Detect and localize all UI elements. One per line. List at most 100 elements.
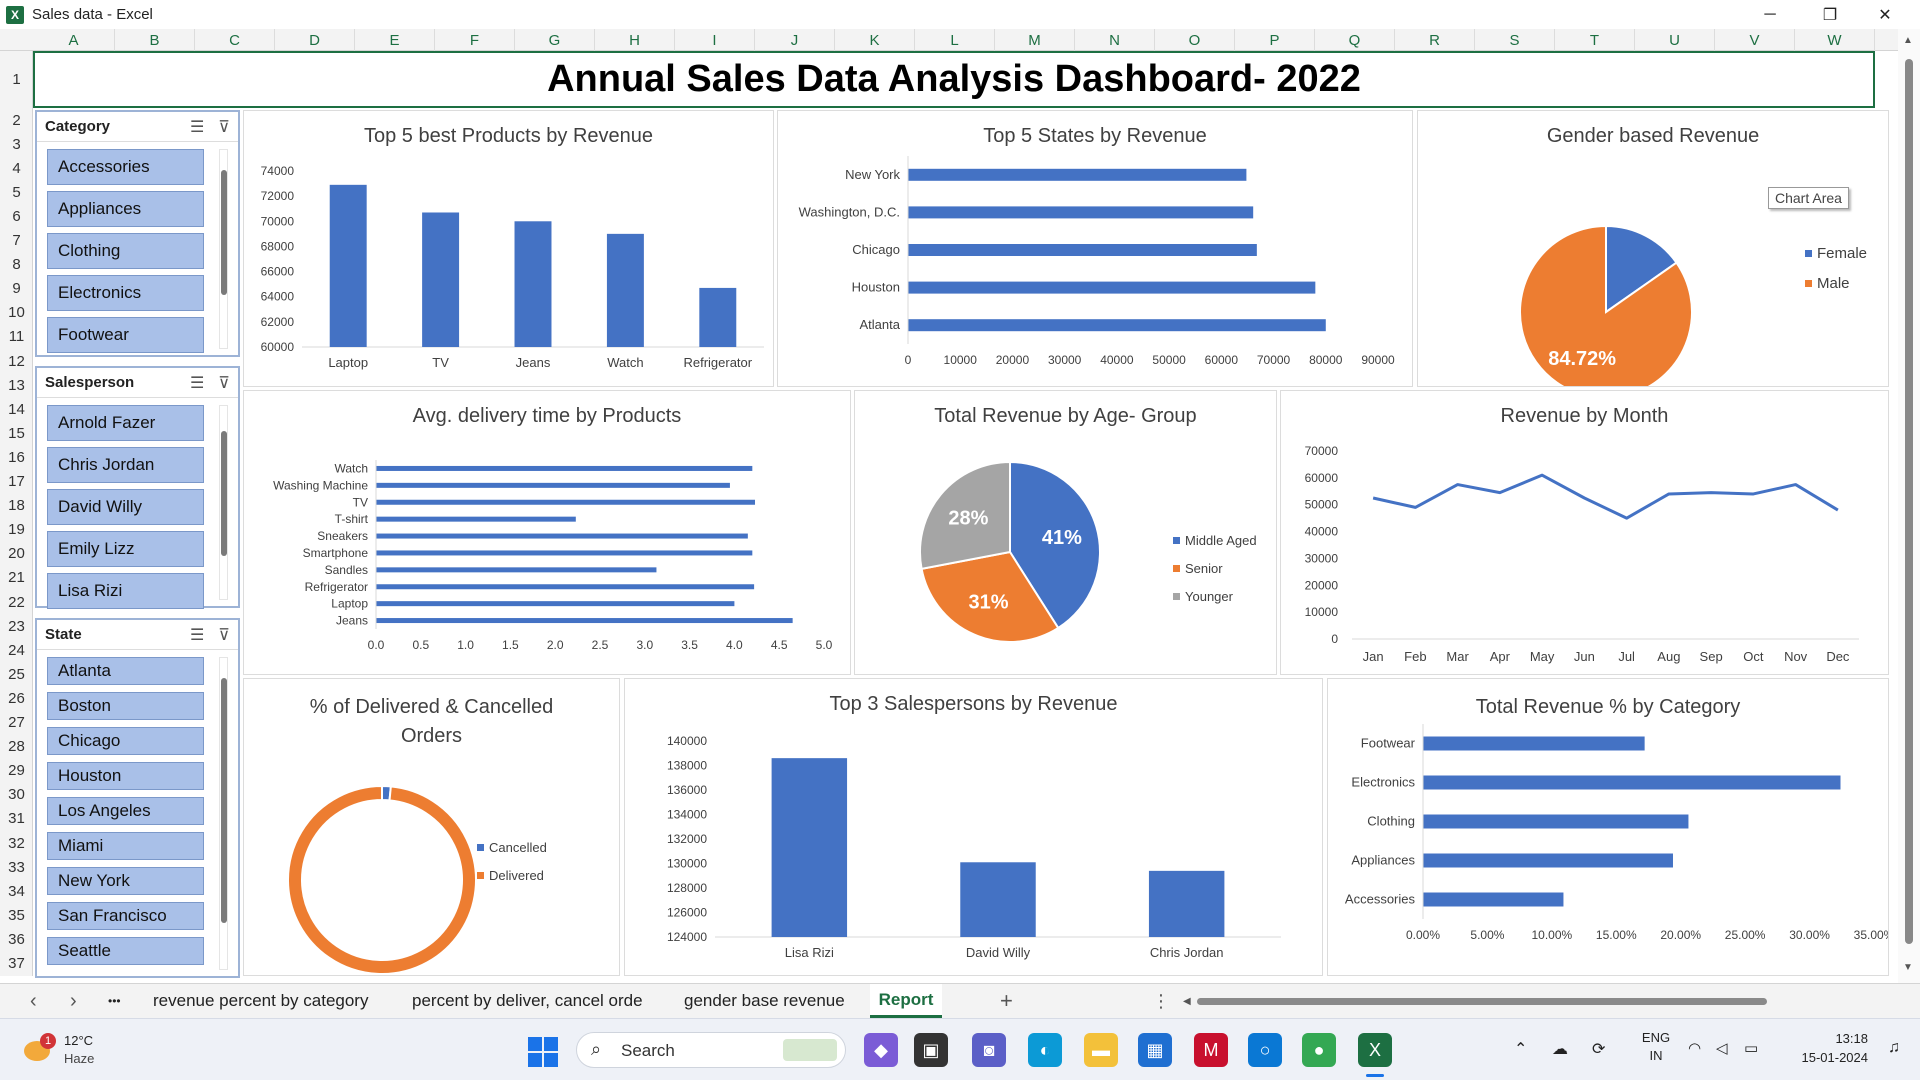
column-header-f[interactable]: F — [435, 29, 515, 51]
column-header-i[interactable]: I — [675, 29, 755, 51]
row-header-12[interactable]: 12 — [8, 352, 25, 370]
tab-percent-by-deliver-cancel[interactable]: percent by deliver, cancel orde — [412, 991, 643, 1010]
scroll-down-arrow[interactable]: ▼ — [1903, 962, 1913, 973]
row-header-19[interactable]: 19 — [8, 521, 25, 539]
row-header-10[interactable]: 10 — [8, 304, 25, 322]
sync-icon[interactable]: ⟳ — [1592, 1041, 1606, 1058]
column-header-h[interactable]: H — [595, 29, 675, 51]
slicer-scrollbar-thumb[interactable] — [221, 170, 227, 295]
tab-revenue-percent-by-category[interactable]: revenue percent by category — [153, 991, 369, 1010]
clock[interactable]: 13:18 15-01-2024 — [1782, 1029, 1869, 1067]
row-header-37[interactable]: 37 — [8, 955, 25, 972]
language-indicator[interactable]: ENG IN — [1636, 1029, 1676, 1065]
file-explorer-icon[interactable]: ▬ — [1084, 1033, 1118, 1067]
slicer-item-atlanta[interactable]: Atlanta — [47, 657, 204, 685]
row-header-18[interactable]: 18 — [8, 497, 25, 515]
row-header-1[interactable]: 1 — [12, 71, 21, 88]
slicer-item-miami[interactable]: Miami — [47, 832, 204, 860]
delivered-cancelled-chart[interactable]: % of Delivered & Cancelled Orders Cancel… — [243, 678, 620, 976]
clear-filter-icon[interactable]: ⊽ — [218, 118, 230, 136]
slicer-item-boston[interactable]: Boston — [47, 692, 204, 720]
row-header-26[interactable]: 26 — [8, 689, 25, 707]
column-header-e[interactable]: E — [355, 29, 435, 51]
row-header-8[interactable]: 8 — [12, 256, 21, 274]
column-header-a[interactable]: A — [33, 29, 115, 51]
slicer-item-appliances[interactable]: Appliances — [47, 191, 204, 227]
slicer-item-emily-lizz[interactable]: Emily Lizz — [47, 531, 204, 567]
row-header-23[interactable]: 23 — [8, 617, 25, 635]
weather-widget[interactable]: 1 12°C Haze — [20, 1033, 130, 1069]
column-header-q[interactable]: Q — [1315, 29, 1395, 51]
slicer-item-chicago[interactable]: Chicago — [47, 727, 204, 755]
excel-taskbar-icon[interactable]: X — [1358, 1033, 1392, 1067]
column-header-p[interactable]: P — [1235, 29, 1315, 51]
close-button[interactable]: ✕ — [1878, 6, 1892, 24]
slicer-item-clothing[interactable]: Clothing — [47, 233, 204, 269]
row-header-20[interactable]: 20 — [8, 545, 25, 563]
row-header-14[interactable]: 14 — [8, 400, 25, 418]
restore-button[interactable]: ❐ — [1822, 6, 1838, 24]
column-header-l[interactable]: L — [915, 29, 995, 51]
more-tabs-button[interactable]: ••• — [108, 994, 121, 1008]
top5-products-chart[interactable]: Top 5 best Products by Revenue 60000 6200… — [243, 110, 774, 387]
slicer-item-los-angeles[interactable]: Los Angeles — [47, 797, 204, 825]
multi-select-icon[interactable]: ☰ — [189, 118, 205, 136]
column-header-u[interactable]: U — [1635, 29, 1715, 51]
vertical-scrollbar[interactable]: ▲ ▼ — [1898, 29, 1920, 983]
slicer-item-seattle[interactable]: Seattle — [47, 937, 204, 965]
slicer-item-footwear[interactable]: Footwear — [47, 317, 204, 353]
slicer-item-arnold-fazer[interactable]: Arnold Fazer — [47, 405, 204, 441]
top3-salespersons-chart[interactable]: Top 3 Salespersons by Revenue 124000 1260… — [624, 678, 1323, 976]
volume-icon[interactable]: ◁ — [1716, 1040, 1728, 1057]
row-header-9[interactable]: 9 — [12, 280, 21, 298]
slicer-scrollbar[interactable] — [219, 405, 228, 600]
battery-icon[interactable]: ▭ — [1744, 1040, 1759, 1057]
horizontal-scrollbar[interactable]: ◀ — [1183, 996, 1783, 1007]
mcafee-icon[interactable]: M — [1194, 1033, 1228, 1067]
row-header-16[interactable]: 16 — [8, 448, 25, 466]
tab-prev-arrow[interactable]: ‹ — [30, 989, 37, 1012]
h-scrollbar-thumb[interactable] — [1197, 998, 1767, 1005]
clear-filter-icon[interactable]: ⊽ — [218, 374, 230, 392]
clear-filter-icon[interactable]: ⊽ — [218, 626, 230, 644]
notification-bell-icon[interactable]: ♫ — [1888, 1039, 1900, 1056]
start-button[interactable] — [528, 1037, 558, 1067]
tab-report[interactable]: Report — [870, 984, 942, 1018]
row-header-36[interactable]: 36 — [8, 930, 25, 948]
chrome-icon[interactable]: ● — [1302, 1033, 1336, 1067]
row-header-13[interactable]: 13 — [8, 376, 25, 394]
tab-next-arrow[interactable]: › — [70, 989, 77, 1012]
add-sheet-button[interactable]: + — [1000, 988, 1013, 1013]
slicer-scrollbar[interactable] — [219, 149, 228, 349]
gender-revenue-chart[interactable]: Gender based Revenue 84.72% Female Male Ch… — [1417, 110, 1889, 387]
column-header-c[interactable]: C — [195, 29, 275, 51]
category-revenue-pct-chart[interactable]: Total Revenue % by Category Footwear Elec… — [1327, 678, 1889, 976]
column-header-m[interactable]: M — [995, 29, 1075, 51]
slicer-item-new-york[interactable]: New York — [47, 867, 204, 895]
column-header-d[interactable]: D — [275, 29, 355, 51]
row-header-17[interactable]: 17 — [8, 473, 25, 490]
slicer-item-san-francisco[interactable]: San Francisco — [47, 902, 204, 930]
row-header-7[interactable]: 7 — [12, 232, 21, 249]
scroll-up-arrow[interactable]: ▲ — [1903, 35, 1913, 46]
scrollbar-thumb[interactable] — [1905, 59, 1913, 944]
row-header-24[interactable]: 24 — [8, 641, 25, 659]
tab-gender-base-revenue[interactable]: gender base revenue — [684, 991, 845, 1010]
slicer-scrollbar-thumb[interactable] — [221, 431, 227, 556]
slicer-item-lisa-rizi[interactable]: Lisa Rizi — [47, 573, 204, 609]
slicer-item-electronics[interactable]: Electronics — [47, 275, 204, 311]
scroll-left-arrow[interactable]: ◀ — [1183, 996, 1191, 1007]
state-slicer[interactable]: State ☰ ⊽ Atlanta Boston Chicago Houston Los A… — [35, 618, 240, 978]
taskbar-search-box[interactable]: ⌕ Search — [576, 1032, 846, 1068]
task-view-icon[interactable]: ▣ — [914, 1033, 948, 1067]
row-header-4[interactable]: 4 — [12, 159, 21, 177]
wifi-icon[interactable]: ◠ — [1688, 1040, 1702, 1057]
column-header-t[interactable]: T — [1555, 29, 1635, 51]
row-header-6[interactable]: 6 — [12, 207, 21, 225]
salesperson-slicer[interactable]: Salesperson ☰ ⊽ Arnold Fazer Chris Jordan Da… — [35, 366, 240, 609]
column-header-b[interactable]: B — [115, 29, 195, 51]
slicer-scrollbar-thumb[interactable] — [221, 678, 227, 923]
slicer-scrollbar[interactable] — [219, 657, 228, 970]
row-header-25[interactable]: 25 — [8, 665, 25, 683]
column-header-w[interactable]: W — [1795, 29, 1875, 51]
